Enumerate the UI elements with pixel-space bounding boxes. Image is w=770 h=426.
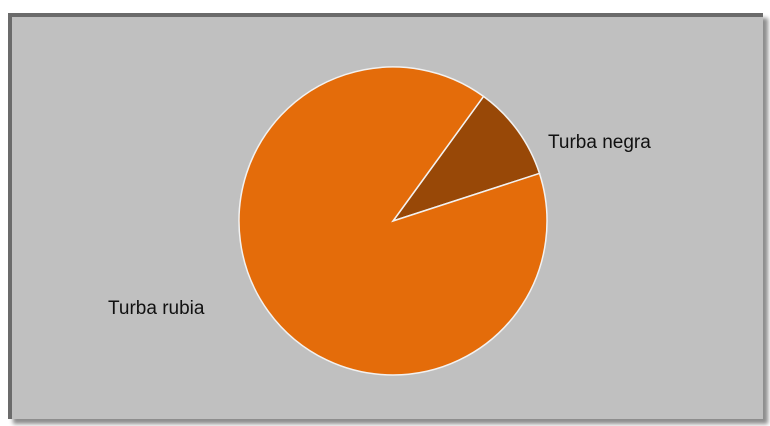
pie-slice-turba-negra (391, 95, 541, 223)
pie-slice-turba-rubia (238, 66, 548, 376)
pie-labels: Turba negra Turba rubia (108, 132, 651, 319)
label-turba-rubia: Turba rubia (108, 298, 205, 319)
label-turba-negra: Turba negra (548, 132, 651, 153)
pie-slices (238, 66, 548, 376)
